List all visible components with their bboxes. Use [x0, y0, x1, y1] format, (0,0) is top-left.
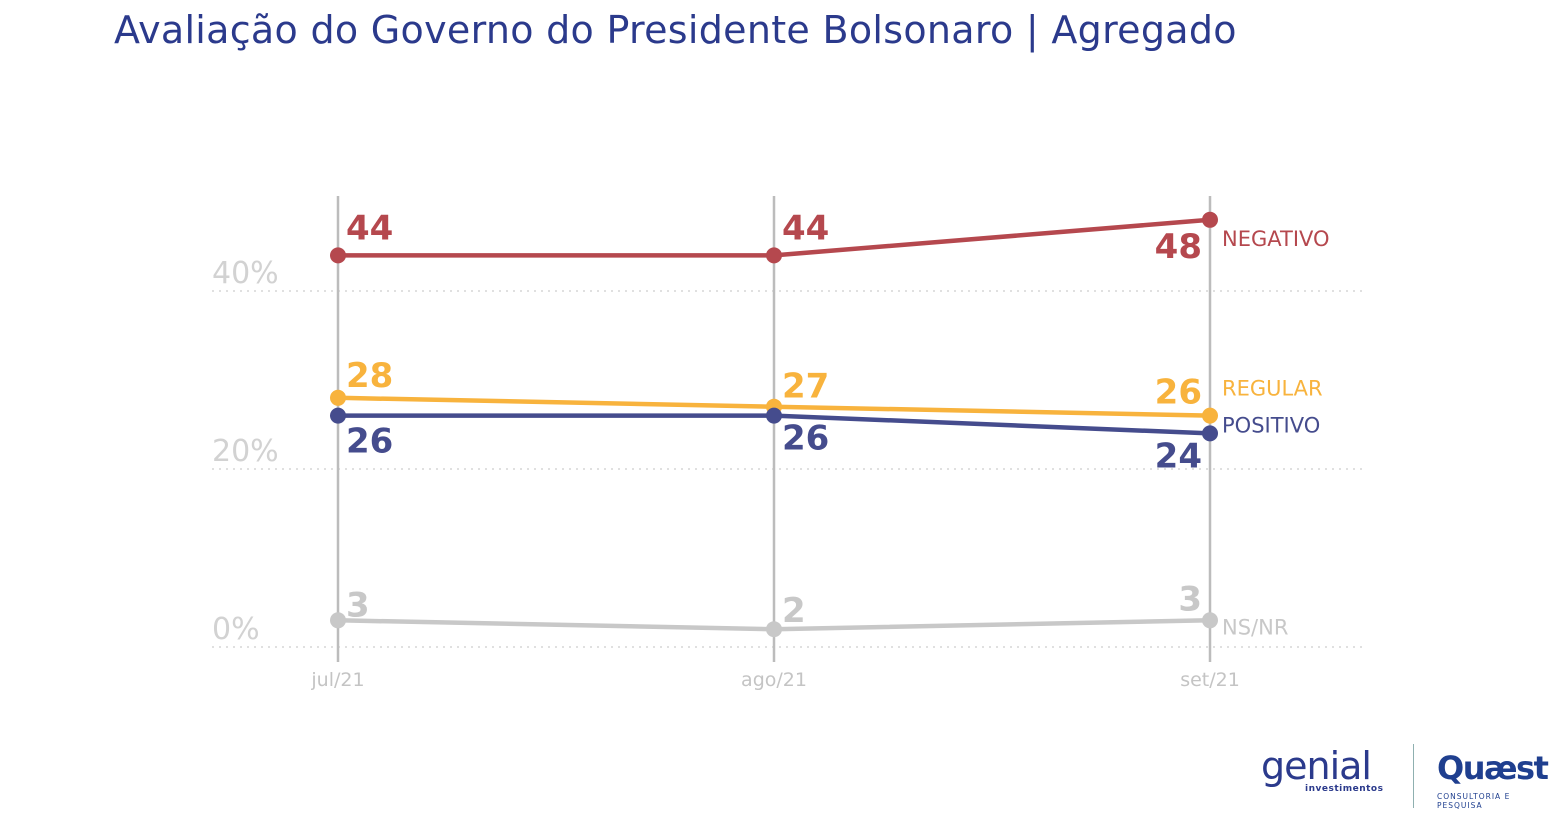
y-axis-ticks: 0% 20% 40% [212, 256, 279, 647]
data-point [330, 389, 346, 406]
data-label: 28 [346, 356, 393, 396]
data-labels: 44 44 48 28 27 26 26 26 24 3 2 3 [346, 208, 1202, 631]
series-name-label: NS/NR [1222, 615, 1288, 639]
data-label: 24 [1155, 436, 1202, 476]
series-name-label: POSITIVO [1222, 413, 1320, 437]
x-tick-label: set/21 [1180, 669, 1240, 691]
x-axis-ticks: jul/21 ago/21 set/21 [310, 669, 1239, 691]
data-point [766, 407, 782, 424]
data-point [766, 247, 782, 264]
genial-logo: genial [1261, 744, 1372, 788]
x-tick-label: jul/21 [310, 669, 364, 691]
data-label: 27 [782, 367, 829, 407]
data-label: 26 [346, 422, 393, 462]
quaest-logo: Quæst [1437, 749, 1549, 787]
quaest-logo-subtitle: CONSULTORIA E PESQUISA [1437, 792, 1511, 810]
series-name-label: REGULAR [1222, 377, 1323, 401]
series-names: NEGATIVO REGULAR POSITIVO NS/NR [1222, 227, 1330, 639]
series-name-label: NEGATIVO [1222, 227, 1330, 251]
y-tick-label: 20% [212, 434, 279, 469]
data-point [1202, 612, 1218, 629]
genial-logo-subtitle: investimentos [1305, 784, 1384, 794]
x-tick-label: ago/21 [741, 669, 807, 691]
data-point [330, 247, 346, 264]
data-point [1202, 211, 1218, 228]
data-label: 2 [782, 591, 806, 631]
gridlines [212, 290, 1362, 648]
data-label: 48 [1155, 227, 1202, 267]
brand-logos: genial investimentos Quæst CONSULTORIA E… [1255, 742, 1555, 812]
y-tick-label: 0% [212, 612, 260, 647]
data-point [1202, 425, 1218, 442]
data-label: 26 [782, 419, 829, 459]
data-point [330, 407, 346, 424]
data-label: 44 [782, 208, 829, 248]
chart-title: Avaliação do Governo do Presidente Bolso… [114, 8, 1237, 52]
data-point [766, 621, 782, 638]
logo-divider [1413, 744, 1414, 808]
data-point [330, 612, 346, 629]
y-tick-label: 40% [212, 256, 279, 291]
series-points [330, 211, 1218, 638]
data-label: 26 [1155, 373, 1202, 413]
data-label: 44 [346, 208, 393, 248]
data-label: 3 [1178, 579, 1202, 619]
data-label: 3 [346, 585, 370, 625]
data-point [1202, 407, 1218, 424]
